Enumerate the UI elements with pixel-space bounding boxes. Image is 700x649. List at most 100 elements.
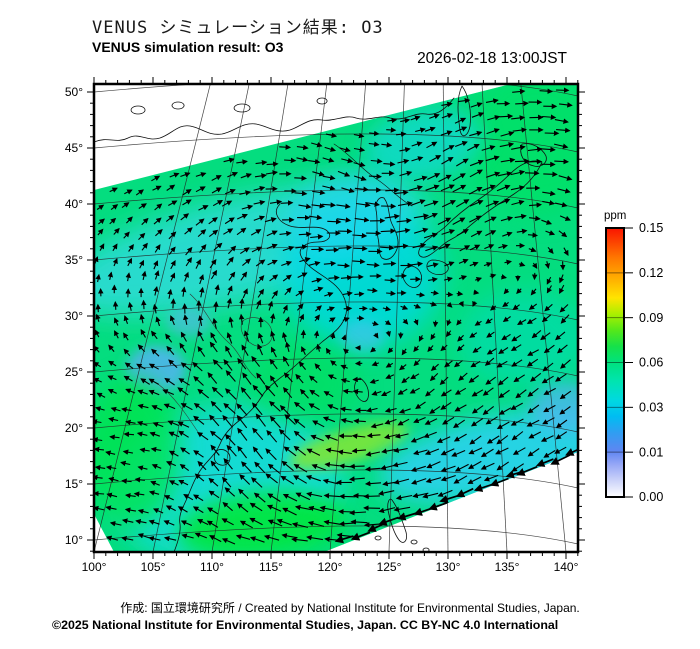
wind-arrow [184,227,193,235]
wind-arrow [298,313,304,323]
wind-arrow [386,290,396,297]
wind-arrow [339,146,351,153]
wind-arrow [164,495,174,501]
map-inner [94,84,578,552]
wind-arrow [180,213,190,221]
wind-arrow [139,313,145,324]
wind-arrow [96,204,105,211]
wind-arrow [485,416,498,425]
wind-arrow [291,522,309,528]
wind-arrow [322,416,336,423]
wind-arrow [554,202,568,208]
wind-arrow [469,215,482,223]
wind-arrow [253,185,266,192]
wind-arrow [472,300,478,308]
wind-arrow [278,429,291,441]
wind-arrow [109,217,117,225]
wind-arrow [397,388,408,395]
wind-arrow [311,142,323,148]
wind-arrow [249,502,263,512]
wind-arrow [210,460,220,472]
wind-arrow [168,200,178,206]
wind-arrow [105,450,116,456]
wind-arrow [498,407,512,415]
island-hainan [213,449,231,466]
wind-arrow [106,492,118,498]
wind-arrow [124,362,134,369]
wind-arrow [165,461,177,467]
wind-arrow [182,189,192,196]
wind-arrow [257,332,264,344]
wind-arrow [380,228,396,234]
lon-label-115°: 115° [259,560,283,574]
wind-arrow [284,316,291,326]
lake-1 [130,105,146,115]
wind-arrow [451,449,466,457]
wind-arrow [291,536,308,543]
wind-arrow [192,506,204,514]
wind-arrow [511,334,522,342]
wind-arrow [122,449,134,455]
wind-arrow [222,414,233,428]
wind-arrow [373,332,379,339]
wind-arrow [322,174,336,181]
wind-arrow [342,388,353,395]
wind-arrow [224,433,236,446]
lat-label-50°: 50° [65,85,83,99]
wind-arrow [127,301,134,311]
wind-arrow [94,377,102,383]
wind-arrow [208,477,219,487]
wind-arrow [213,301,219,312]
wind-arrow [123,375,133,382]
wind-arrow [510,418,524,426]
wind-arrow [139,259,144,269]
wind-arrow [299,388,309,399]
wind-arrow [298,203,312,210]
wind-arrow [325,247,340,253]
wind-arrow [400,117,411,124]
wind-arrow [516,228,528,235]
swath-edge-arrow [473,482,496,492]
wind-arrow [312,420,325,428]
wind-arrow [108,416,119,423]
wind-arrow [198,205,209,211]
wind-arrow [138,203,147,209]
swath-edge-arrow [505,470,524,479]
wind-arrow [542,362,554,372]
wind-arrow [150,480,160,486]
wind-arrow [209,414,220,427]
wind-arrow [154,270,160,280]
wind-arrow [137,508,149,515]
wind-arrow [223,359,233,371]
wind-arrow [224,487,236,497]
wind-arrow [105,464,117,471]
wind-arrow [240,173,252,179]
wind-arrow [265,473,278,484]
wind-arrow [327,218,342,225]
wind-arrow [209,535,222,543]
wind-arrow [364,480,382,487]
wind-arrow [415,127,426,133]
swath-edge-arrow [350,531,371,541]
wind-arrow [155,229,163,237]
coastline-china [173,203,347,552]
wind-arrow [295,373,304,384]
wind-arrow [530,372,542,382]
wind-arrow [485,98,499,104]
wind-arrow [285,341,291,353]
wind-arrow [135,189,144,196]
wind-arrow [423,431,437,438]
wind-arrow [503,288,510,295]
wind-arrow [179,342,187,353]
wind-arrow [480,462,495,470]
wind-arrow [257,288,265,298]
wind-arrow [469,244,481,251]
wind-arrow [354,217,370,223]
wind-arrow [208,229,219,238]
wind-arrow [281,260,293,267]
wind-arrow [243,330,250,342]
wind-arrow [485,155,500,162]
colorbar-label-0.09: 0.09 [639,311,663,325]
wind-arrow [468,460,482,469]
wind-arrow [206,520,219,528]
